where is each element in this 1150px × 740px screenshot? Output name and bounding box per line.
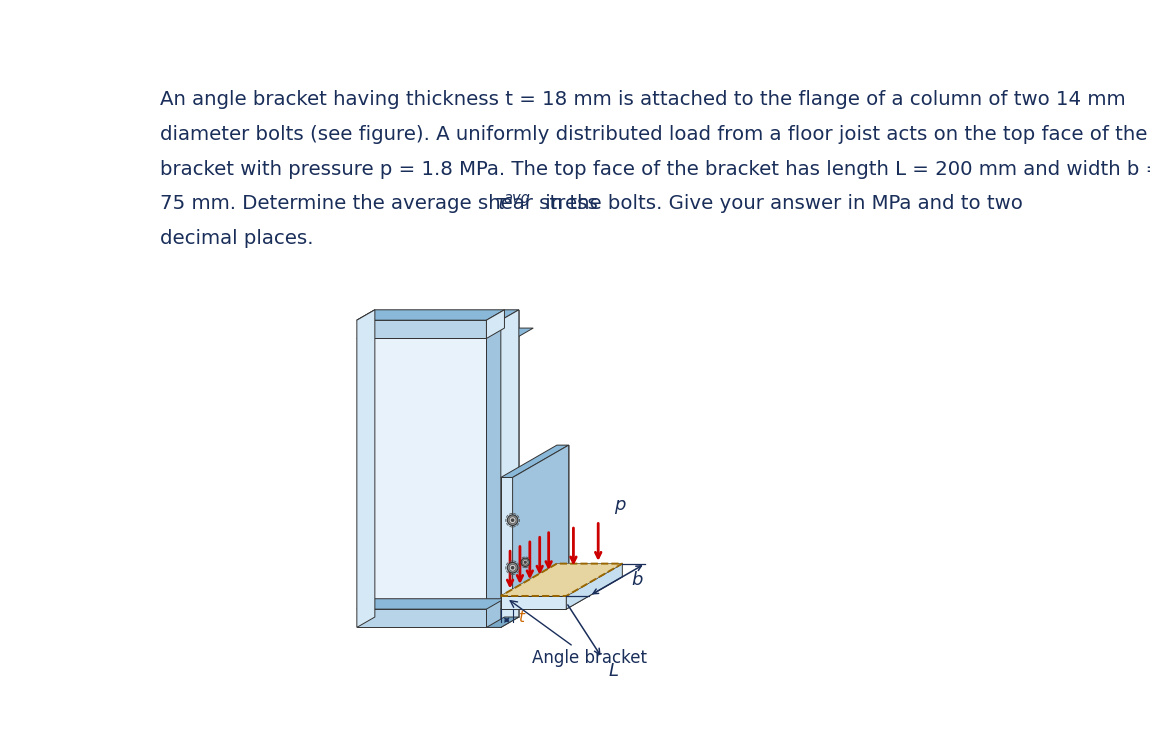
Polygon shape: [566, 564, 622, 609]
Text: An angle bracket having thickness t = 18 mm is attached to the flange of a colum: An angle bracket having thickness t = 18…: [161, 90, 1126, 110]
Text: diameter bolts (see figure). A uniformly distributed load from a floor joist act: diameter bolts (see figure). A uniformly…: [161, 125, 1148, 144]
Text: bracket with pressure p = 1.8 MPa. The top face of the bracket has length L = 20: bracket with pressure p = 1.8 MPa. The t…: [161, 160, 1150, 178]
Polygon shape: [513, 445, 568, 609]
Text: in the bolts. Give your answer in MPa and to two: in the bolts. Give your answer in MPa an…: [539, 195, 1024, 213]
Polygon shape: [501, 477, 513, 609]
Polygon shape: [356, 320, 486, 338]
Circle shape: [507, 515, 518, 525]
Polygon shape: [486, 310, 505, 338]
Text: L: L: [608, 662, 619, 680]
Polygon shape: [501, 564, 622, 596]
Circle shape: [507, 562, 518, 573]
Polygon shape: [356, 328, 505, 338]
Polygon shape: [356, 599, 505, 609]
Polygon shape: [486, 338, 515, 609]
Text: Angle bracket: Angle bracket: [511, 601, 647, 667]
Circle shape: [512, 519, 514, 521]
Circle shape: [524, 562, 527, 563]
Text: b: b: [631, 571, 643, 589]
Polygon shape: [486, 328, 534, 338]
Polygon shape: [501, 596, 566, 609]
Polygon shape: [356, 609, 486, 628]
Text: τ: τ: [493, 195, 506, 213]
Circle shape: [522, 559, 528, 565]
Polygon shape: [501, 576, 568, 609]
Text: t: t: [518, 610, 524, 625]
Polygon shape: [486, 320, 501, 628]
Polygon shape: [486, 310, 519, 320]
Polygon shape: [356, 338, 486, 609]
Polygon shape: [557, 445, 568, 576]
Text: 75 mm. Determine the average shear stress: 75 mm. Determine the average shear stres…: [161, 195, 605, 213]
Polygon shape: [375, 310, 519, 617]
Circle shape: [521, 558, 529, 566]
Polygon shape: [501, 445, 568, 477]
Text: p: p: [614, 496, 626, 514]
Polygon shape: [356, 310, 375, 628]
Polygon shape: [486, 617, 519, 628]
Circle shape: [509, 517, 516, 524]
Polygon shape: [501, 564, 622, 596]
Text: decimal places.: decimal places.: [161, 229, 314, 248]
Circle shape: [509, 565, 516, 571]
Polygon shape: [501, 310, 519, 628]
Polygon shape: [356, 310, 375, 320]
Text: avg: avg: [504, 191, 531, 206]
Polygon shape: [501, 576, 622, 609]
Polygon shape: [356, 310, 505, 320]
Circle shape: [512, 567, 514, 569]
